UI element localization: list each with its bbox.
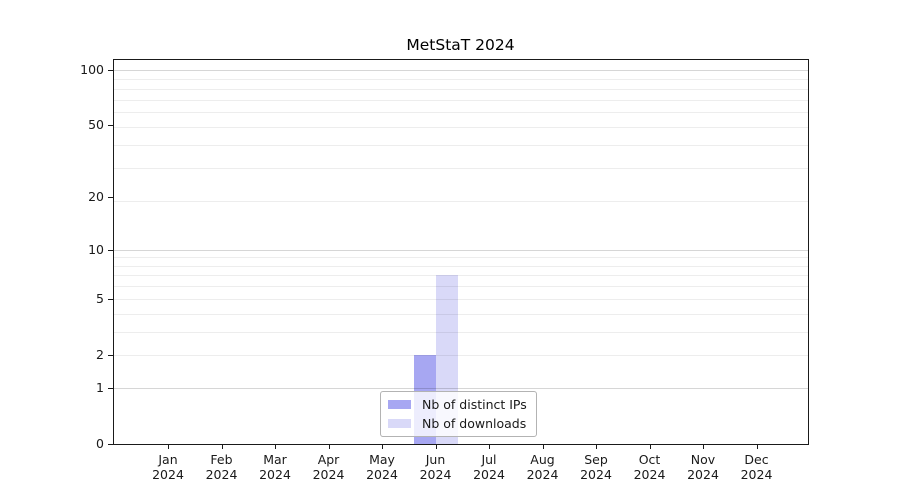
y-tick-label: 50	[88, 117, 104, 133]
x-tick-mark	[756, 444, 758, 449]
y-tick-label: 2	[96, 347, 104, 363]
y-tick-mark	[108, 249, 113, 251]
minor-gridline	[114, 354, 808, 356]
major-gridline	[114, 249, 808, 251]
y-tick-label: 20	[88, 189, 104, 205]
minor-gridline	[114, 88, 808, 90]
minor-gridline	[114, 298, 808, 300]
minor-gridline	[114, 265, 808, 267]
x-tick-mark	[221, 444, 223, 449]
x-tick-mark	[435, 444, 437, 449]
x-tick-label: Mar 2024	[259, 452, 291, 482]
grid-layer	[114, 60, 808, 444]
x-tick-mark	[328, 444, 330, 449]
y-tick-mark	[108, 354, 113, 356]
major-gridline	[114, 70, 808, 71]
major-gridline	[114, 387, 808, 389]
legend-label-downloads: Nb of downloads	[422, 416, 527, 431]
y-tick-mark	[108, 387, 113, 389]
x-tick-label: Apr 2024	[312, 452, 345, 482]
minor-gridline	[114, 99, 808, 101]
y-tick-label: 5	[96, 290, 104, 306]
minor-gridline	[114, 126, 808, 128]
x-tick-mark	[596, 444, 597, 449]
minor-gridline	[114, 79, 808, 81]
y-tick-label: 1	[96, 380, 104, 396]
x-tick-label: Jul 2024	[473, 452, 505, 482]
x-tick-label: Feb 2024	[205, 452, 238, 482]
minor-gridline	[114, 201, 808, 203]
minor-gridline	[114, 286, 808, 288]
x-tick-mark	[542, 444, 544, 449]
legend: Nb of distinct IPs Nb of downloads	[380, 391, 537, 437]
x-tick-label: Sep 2024	[580, 452, 612, 482]
x-tick-mark	[649, 444, 651, 449]
legend-item-distinct-ips: Nb of distinct IPs	[388, 397, 527, 412]
x-tick-label: Oct 2024	[633, 452, 666, 482]
x-tick-label: May 2024	[366, 452, 398, 482]
plot-area: 0 1 2 5 10 20 50 100 Jan 2024 Feb 2024 Mar 2024 Apr 202…	[80, 59, 809, 482]
x-tick-mark	[382, 444, 383, 449]
legend-label-distinct-ips: Nb of distinct IPs	[422, 397, 527, 412]
chart-title: MetStaT 2024	[406, 36, 515, 54]
y-tick-mark	[108, 125, 113, 127]
x-tick-mark	[703, 444, 704, 449]
minor-gridline	[114, 145, 808, 147]
y-tick-mark	[108, 197, 113, 199]
y-tick-mark	[108, 444, 113, 445]
legend-item-downloads: Nb of downloads	[388, 416, 527, 431]
minor-gridline	[114, 331, 808, 333]
y-tick-label: 0	[96, 436, 104, 452]
axis-layer: 0 1 2 5 10 20 50 100 Jan 2024 Feb 2024 Mar 2024 Apr 202…	[80, 60, 808, 482]
y-tick-mark	[108, 298, 113, 300]
legend-swatch-downloads-icon	[388, 419, 411, 428]
y-tick-label: 10	[88, 241, 104, 257]
x-tick-mark	[168, 444, 169, 449]
x-tick-mark	[275, 444, 276, 449]
x-tick-label: Nov 2024	[687, 452, 719, 482]
minor-gridline	[114, 257, 808, 259]
x-tick-mark	[489, 444, 490, 449]
minor-gridline	[114, 168, 808, 170]
minor-gridline	[114, 112, 808, 114]
minor-gridline	[114, 275, 808, 277]
y-tick-mark	[108, 70, 113, 71]
x-tick-label: Jan 2024	[152, 452, 184, 482]
legend-swatch-distinct-ips-icon	[388, 400, 411, 409]
x-tick-label: Jun 2024	[419, 452, 452, 482]
y-tick-label: 100	[80, 62, 104, 78]
x-tick-label: Aug 2024	[526, 452, 559, 482]
minor-gridline	[114, 313, 808, 315]
x-tick-label: Dec 2024	[740, 452, 773, 482]
